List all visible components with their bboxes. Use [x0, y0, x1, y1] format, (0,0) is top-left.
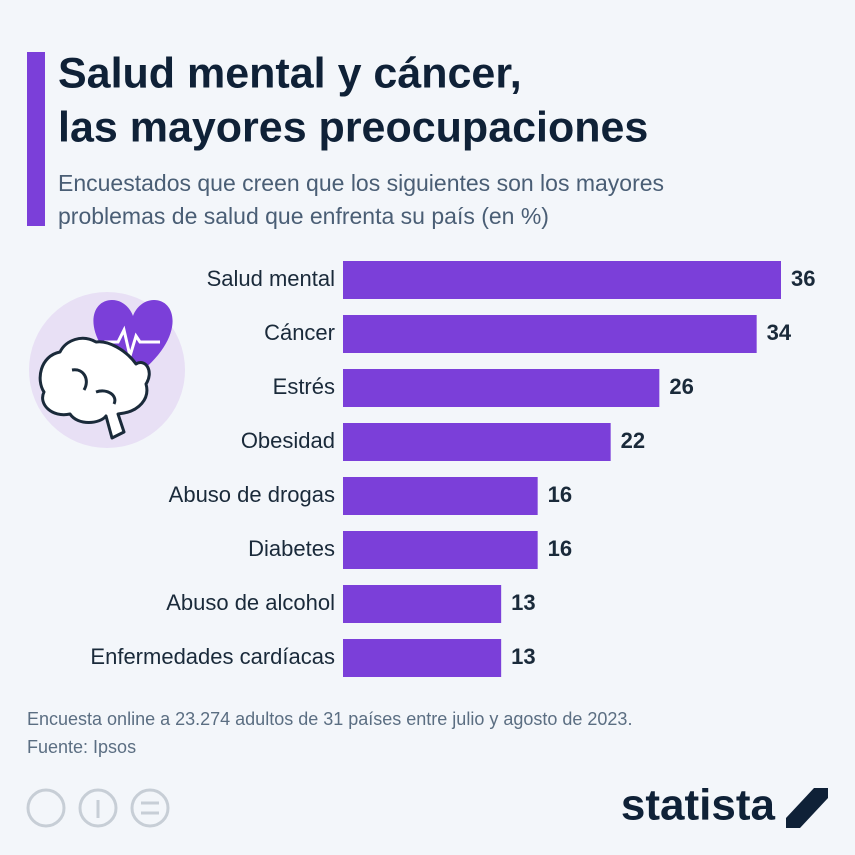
category-label: Cáncer	[264, 320, 335, 345]
bar	[343, 639, 502, 677]
category-label: Abuso de alcohol	[166, 590, 335, 615]
value-label: 13	[511, 590, 535, 615]
value-label: 13	[511, 644, 535, 669]
chart-subtitle: Encuestados que creen que los siguientes…	[58, 170, 664, 196]
value-label: 16	[548, 482, 572, 507]
category-label: Obesidad	[241, 428, 335, 453]
source: Fuente: Ipsos	[27, 737, 136, 757]
value-label: 16	[548, 536, 572, 561]
bar	[343, 423, 611, 461]
brand-logo	[786, 788, 828, 828]
brand: statista	[621, 781, 776, 830]
bar	[343, 531, 538, 569]
license-icons	[26, 788, 170, 828]
bar	[343, 477, 538, 515]
category-label: Salud mental	[207, 266, 335, 291]
chart-title: Salud mental y cáncer,	[58, 49, 522, 97]
chart-subtitle: problemas de salud que enfrenta su país …	[58, 203, 549, 229]
value-label: 26	[669, 374, 693, 399]
category-label: Enfermedades cardíacas	[90, 644, 335, 669]
value-label: 22	[621, 428, 645, 453]
note: Encuesta online a 23.274 adultos de 31 p…	[27, 709, 632, 729]
value-label: 36	[791, 266, 815, 291]
category-label: Estrés	[273, 374, 335, 399]
value-label: 34	[767, 320, 792, 345]
category-label: Diabetes	[248, 536, 335, 561]
accent-bar	[27, 52, 45, 226]
bar	[343, 261, 781, 299]
bar	[343, 315, 757, 353]
chart-title: las mayores preocupaciones	[58, 103, 648, 151]
bar	[343, 369, 660, 407]
illustration	[29, 292, 185, 448]
category-label: Abuso de drogas	[169, 482, 335, 507]
bar	[343, 585, 502, 623]
